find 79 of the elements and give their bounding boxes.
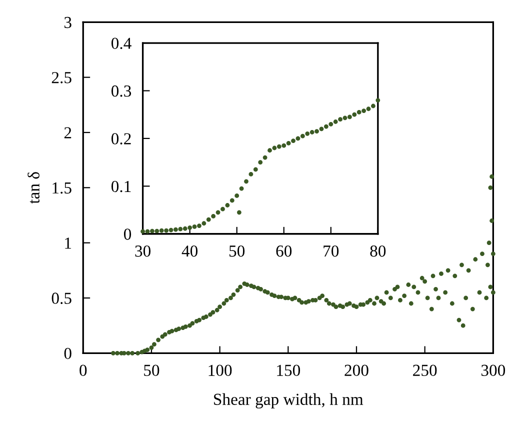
y-tick-label: 1 bbox=[65, 238, 72, 249]
point bbox=[305, 131, 310, 136]
point bbox=[286, 141, 291, 146]
x-tick-label: 60 bbox=[276, 245, 292, 257]
point bbox=[234, 194, 240, 198]
point bbox=[276, 144, 282, 149]
point bbox=[376, 98, 380, 102]
point bbox=[202, 221, 206, 226]
point bbox=[296, 136, 300, 141]
x-tick-label: 80 bbox=[370, 245, 386, 257]
point bbox=[182, 226, 188, 231]
point bbox=[352, 112, 357, 117]
point bbox=[310, 130, 314, 134]
y-tick-label: 1.5 bbox=[52, 182, 72, 194]
point bbox=[333, 120, 338, 124]
x-tick-label: 70 bbox=[324, 245, 339, 257]
point bbox=[328, 122, 334, 126]
y-tick-label: 0 bbox=[124, 228, 132, 240]
point bbox=[291, 138, 296, 144]
y-tick-label: 0.5 bbox=[52, 292, 72, 304]
point bbox=[220, 206, 225, 212]
point bbox=[159, 228, 164, 233]
point bbox=[188, 225, 192, 230]
point bbox=[319, 126, 324, 132]
point bbox=[282, 143, 286, 148]
point bbox=[272, 146, 277, 150]
point bbox=[348, 114, 352, 120]
point bbox=[150, 228, 154, 234]
point bbox=[154, 228, 160, 234]
point bbox=[206, 217, 211, 222]
point bbox=[174, 227, 178, 232]
x-tick-label: 300 bbox=[481, 364, 506, 376]
point bbox=[237, 210, 242, 215]
point bbox=[262, 155, 268, 160]
point bbox=[145, 229, 150, 234]
point bbox=[314, 129, 319, 134]
y-tick-label: 0.1 bbox=[111, 180, 131, 192]
point bbox=[362, 108, 366, 113]
x-axis-title: Shear gap width, h nm bbox=[214, 393, 364, 408]
x-tick-label: 150 bbox=[277, 364, 300, 376]
x-tick-label: 40 bbox=[182, 245, 198, 257]
x-tick-label: 50 bbox=[229, 245, 245, 257]
point bbox=[356, 110, 362, 114]
y-tick-label: 0 bbox=[64, 348, 72, 360]
y-tick-label: 2 bbox=[64, 127, 72, 138]
point bbox=[178, 226, 183, 232]
point bbox=[248, 172, 254, 176]
x-tick-label: 30 bbox=[135, 245, 150, 257]
x-tick-label: 250 bbox=[413, 364, 437, 376]
point bbox=[342, 116, 348, 120]
point bbox=[338, 117, 342, 122]
point bbox=[164, 228, 169, 233]
x-tick-label: 100 bbox=[208, 364, 232, 376]
point bbox=[253, 167, 258, 172]
point bbox=[244, 179, 248, 184]
point bbox=[371, 104, 376, 108]
point bbox=[216, 210, 220, 215]
point bbox=[268, 148, 272, 153]
point bbox=[230, 198, 234, 203]
point bbox=[324, 124, 328, 129]
x-tick-label: 200 bbox=[344, 364, 368, 376]
point bbox=[168, 228, 174, 232]
y-tick-label: 0.2 bbox=[111, 133, 131, 144]
point bbox=[211, 214, 216, 218]
x-tick-label: 50 bbox=[144, 364, 160, 376]
y-tick-label: 0.4 bbox=[111, 38, 132, 50]
y-tick-label: 3 bbox=[64, 16, 72, 28]
point bbox=[258, 160, 263, 164]
point bbox=[239, 186, 244, 191]
y-axis-title: tan δ bbox=[28, 172, 40, 204]
y-tick-label: 0.3 bbox=[111, 85, 132, 97]
x-tick-label: 0 bbox=[80, 364, 87, 376]
point bbox=[197, 224, 202, 228]
point bbox=[225, 203, 230, 208]
y-tick-label: 2.5 bbox=[52, 72, 72, 84]
point bbox=[192, 224, 197, 229]
point bbox=[300, 134, 305, 138]
point bbox=[140, 229, 145, 234]
point bbox=[366, 106, 371, 112]
